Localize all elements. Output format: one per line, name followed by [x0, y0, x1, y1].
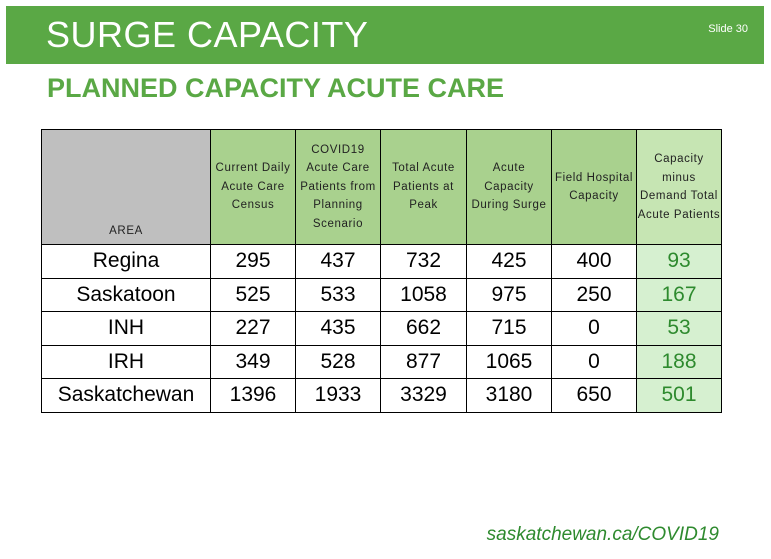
- cell-value: 877: [380, 344, 467, 379]
- cell-value: 0: [551, 311, 637, 346]
- table-row: INH 227 435 662 715 0 53: [41, 311, 722, 346]
- cell-value: 400: [551, 244, 637, 279]
- cell-capacity-minus-demand: 501: [636, 378, 722, 413]
- cell-value: 295: [210, 244, 296, 279]
- cell-capacity-minus-demand: 93: [636, 244, 722, 279]
- cell-value: 525: [210, 277, 296, 312]
- cell-value: 715: [466, 311, 552, 346]
- cell-value: 0: [551, 344, 637, 379]
- footer-website-link[interactable]: saskatchewan.ca/COVID19: [486, 524, 719, 545]
- cell-value: 435: [295, 311, 381, 346]
- cell-value: 425: [466, 244, 552, 279]
- column-header-total-at-peak: Total Acute Patients at Peak: [380, 129, 467, 245]
- cell-area: INH: [41, 311, 211, 346]
- cell-capacity-minus-demand: 167: [636, 277, 722, 312]
- table-row: IRH 349 528 877 1065 0 188: [41, 344, 722, 379]
- cell-value: 650: [551, 378, 637, 413]
- table-row: Saskatoon 525 533 1058 975 250 167: [41, 277, 722, 312]
- cell-capacity-minus-demand: 188: [636, 344, 722, 379]
- slide-subtitle: PLANNED CAPACITY ACUTE CARE: [47, 73, 505, 103]
- slide-title: SURGE CAPACITY: [46, 14, 369, 55]
- table-header-row: AREA Current Daily Acute Care Census COV…: [41, 129, 722, 245]
- table-row: Regina 295 437 732 425 400 93: [41, 244, 722, 279]
- cell-value: 528: [295, 344, 381, 379]
- column-header-current-census: Current Daily Acute Care Census: [210, 129, 296, 245]
- cell-capacity-minus-demand: 53: [636, 311, 722, 346]
- cell-value: 349: [210, 344, 296, 379]
- cell-area: Saskatchewan: [41, 378, 211, 413]
- cell-value: 3329: [380, 378, 467, 413]
- cell-area: IRH: [41, 344, 211, 379]
- cell-value: 1933: [295, 378, 381, 413]
- cell-area: Saskatoon: [41, 277, 211, 312]
- capacity-table: AREA Current Daily Acute Care Census COV…: [41, 129, 722, 413]
- cell-value: 3180: [466, 378, 552, 413]
- column-header-covid-patients: COVID19 Acute Care Patients from Plannin…: [295, 129, 381, 245]
- cell-value: 732: [380, 244, 467, 279]
- table-row: Saskatchewan 1396 1933 3329 3180 650 501: [41, 378, 722, 413]
- cell-value: 533: [295, 277, 381, 312]
- cell-value: 437: [295, 244, 381, 279]
- header-bar: SURGE CAPACITY Slide 30: [6, 6, 764, 64]
- cell-value: 662: [380, 311, 467, 346]
- cell-value: 250: [551, 277, 637, 312]
- cell-value: 1396: [210, 378, 296, 413]
- column-header-capacity-minus-demand: Capacity minus Demand Total Acute Patien…: [636, 129, 722, 245]
- slide-number: Slide 30: [708, 23, 748, 35]
- cell-area: Regina: [41, 244, 211, 279]
- cell-value: 1058: [380, 277, 467, 312]
- column-header-area: AREA: [41, 129, 211, 245]
- cell-value: 1065: [466, 344, 552, 379]
- column-header-field-hospital: Field Hospital Capacity: [551, 129, 637, 245]
- cell-value: 975: [466, 277, 552, 312]
- column-header-surge-capacity: Acute Capacity During Surge: [466, 129, 552, 245]
- cell-value: 227: [210, 311, 296, 346]
